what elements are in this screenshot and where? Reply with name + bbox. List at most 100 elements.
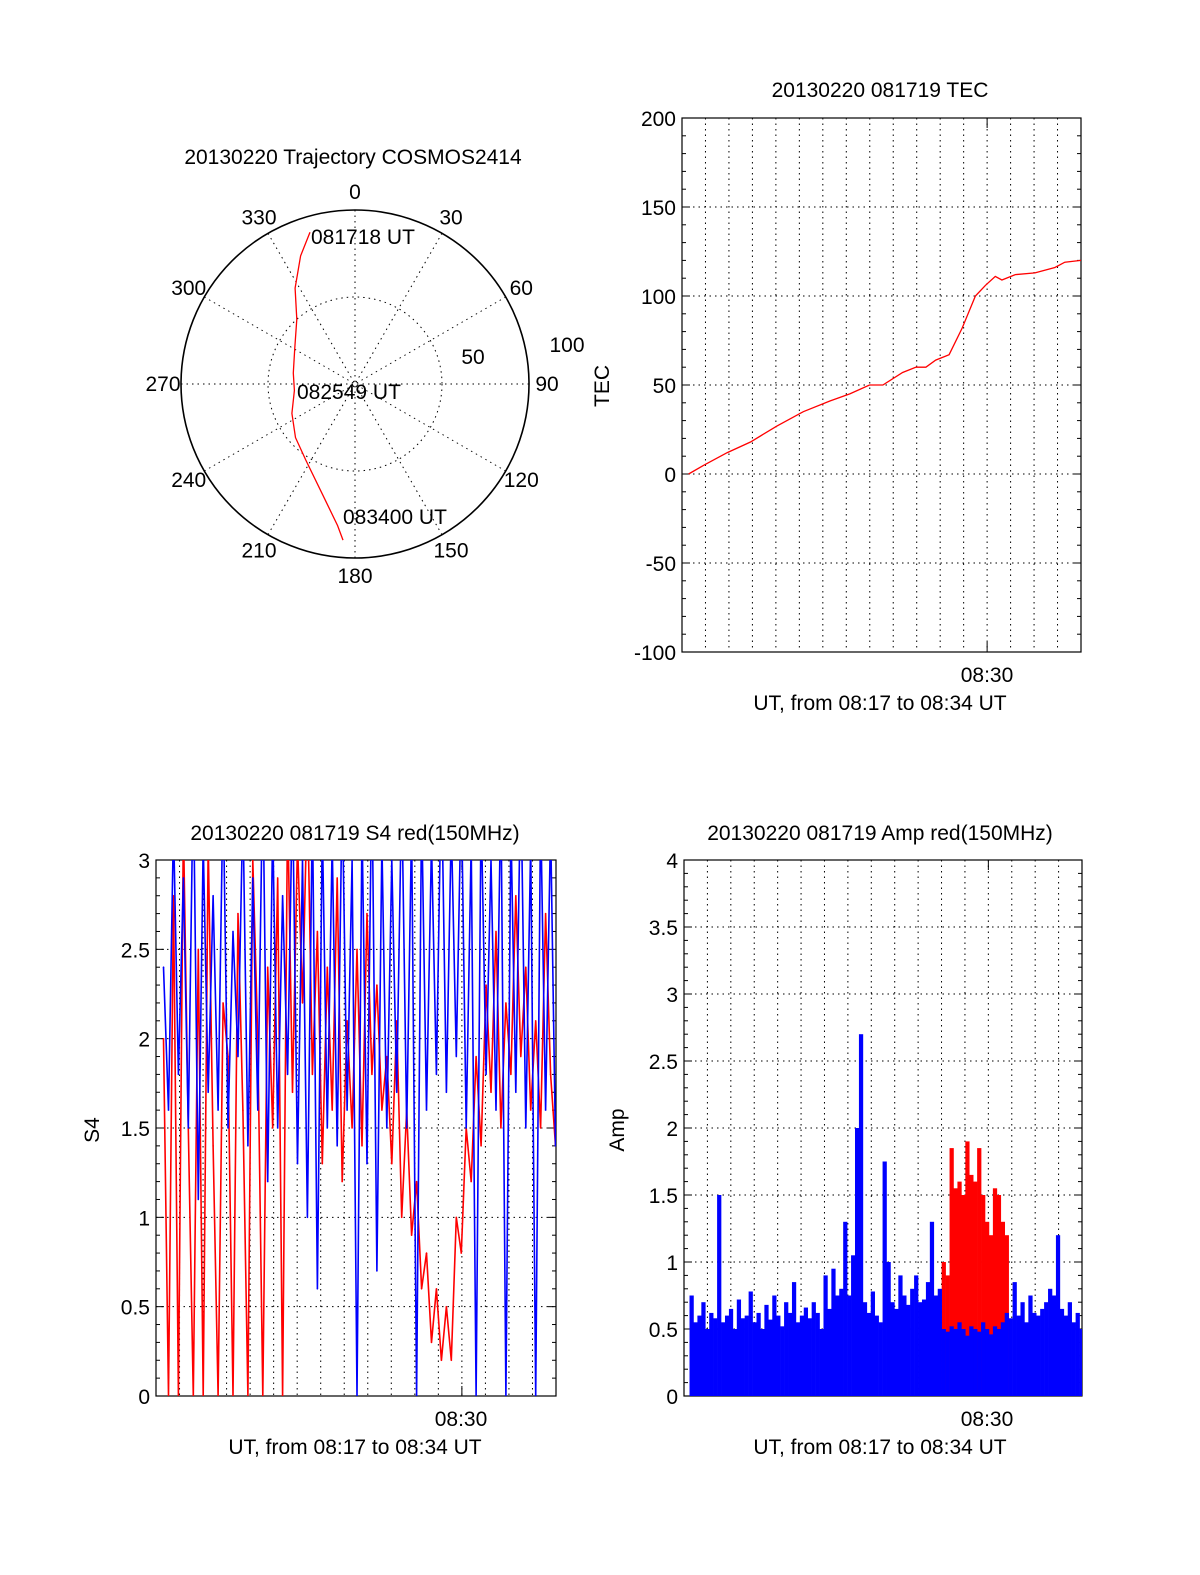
plot-frame bbox=[681, 117, 1082, 653]
amp-bar-blue bbox=[1032, 1312, 1037, 1396]
amp-bar-blue bbox=[764, 1304, 769, 1396]
radial-label-50: 50 bbox=[461, 346, 484, 369]
data-point-blue bbox=[326, 1127, 329, 1129]
amp-bar-blue bbox=[1048, 1288, 1053, 1396]
data-point-red bbox=[425, 1252, 428, 1254]
y-tick-label: 2.5 bbox=[649, 1051, 678, 1074]
amp-ylabel: Amp bbox=[606, 1108, 629, 1151]
data-point-red bbox=[519, 1055, 522, 1058]
y-tick-label: 2 bbox=[666, 1118, 678, 1141]
s4-xtick-label: 08:30 bbox=[435, 1408, 488, 1431]
amp-bar-blue bbox=[1051, 1295, 1057, 1396]
amp-bar-blue bbox=[717, 1195, 722, 1396]
data-point-blue bbox=[316, 1288, 319, 1290]
data-point-red bbox=[222, 1002, 224, 1004]
s4-plot: 20130220 081719 S4 red(150MHz) UT, from … bbox=[81, 770, 557, 1459]
data-point-blue bbox=[376, 1270, 378, 1272]
data-point-blue bbox=[495, 1109, 497, 1111]
amp-title: 20130220 081719 Amp red(150MHz) bbox=[707, 822, 1053, 845]
amp-bar-blue bbox=[851, 1255, 856, 1396]
amp-bar-blue bbox=[1028, 1295, 1033, 1396]
data-point-red bbox=[524, 966, 527, 968]
amp-bar-blue bbox=[803, 1307, 809, 1396]
amp-bar-blue bbox=[918, 1302, 923, 1396]
data-point-blue bbox=[544, 1109, 547, 1111]
data-point-red bbox=[400, 1216, 403, 1219]
data-point-blue bbox=[356, 1395, 358, 1396]
amp-bar-blue bbox=[977, 1331, 982, 1396]
amp-bar-blue bbox=[795, 1322, 801, 1396]
amp-bar-blue bbox=[902, 1295, 907, 1396]
data-point-blue bbox=[281, 894, 284, 897]
y-tick-label: 4 bbox=[666, 850, 678, 873]
amp-bar-blue bbox=[910, 1288, 915, 1396]
y-tick-label: 0 bbox=[666, 1386, 678, 1409]
amp-bar-red bbox=[957, 1181, 962, 1396]
s4-title: 20130220 081719 S4 red(150MHz) bbox=[190, 822, 519, 845]
amp-bar-blue bbox=[1016, 1315, 1021, 1396]
amp-bar-blue bbox=[847, 1295, 852, 1396]
data-point-red bbox=[291, 1091, 294, 1094]
amp-xtick-label: 08:30 bbox=[961, 1408, 1014, 1431]
amp-bar-red bbox=[992, 1188, 998, 1396]
amp-bar-blue bbox=[1040, 1308, 1045, 1396]
data-point-blue bbox=[227, 1127, 229, 1129]
time-label-start: 081718 UT bbox=[311, 226, 415, 249]
amp-bar-blue bbox=[788, 1312, 793, 1396]
y-tick-label: 2.5 bbox=[121, 939, 150, 962]
data-point-red bbox=[281, 1395, 284, 1396]
data-point-red bbox=[321, 1162, 324, 1165]
polar-angle-label: 240 bbox=[171, 469, 206, 492]
data-point-red bbox=[346, 1020, 348, 1022]
amp-bar-red bbox=[965, 1141, 970, 1396]
s4-xlabel: UT, from 08:17 to 08:34 UT bbox=[228, 1436, 481, 1459]
polar-angle-label: 270 bbox=[145, 373, 180, 396]
data-point-blue bbox=[217, 1109, 219, 1111]
y-tick-label: 50 bbox=[653, 375, 676, 398]
data-point-blue bbox=[262, 770, 264, 772]
data-point-red bbox=[539, 1127, 542, 1129]
polar-angle-label: 210 bbox=[241, 539, 276, 562]
y-tick-label: 1.5 bbox=[649, 1185, 678, 1208]
amp-bar-blue bbox=[996, 1329, 1002, 1396]
amp-bar-blue bbox=[894, 1308, 899, 1396]
data-point-blue bbox=[193, 770, 195, 772]
amp-bar-blue bbox=[898, 1275, 903, 1396]
data-point-blue bbox=[435, 1073, 438, 1076]
data-point-red bbox=[529, 1109, 532, 1111]
amp-bar-blue bbox=[890, 1302, 895, 1396]
amp-bar-red bbox=[961, 1195, 966, 1396]
data-point-red bbox=[266, 966, 269, 968]
data-point-red bbox=[276, 877, 279, 879]
data-point-red bbox=[410, 1234, 413, 1236]
data-point-red bbox=[247, 1395, 249, 1396]
amp-bar-blue bbox=[882, 1161, 887, 1396]
data-point-red bbox=[217, 1395, 219, 1396]
amp-bar-blue bbox=[791, 1282, 797, 1396]
data-point-red bbox=[460, 1252, 463, 1254]
y-tick-label: -100 bbox=[634, 642, 676, 665]
trajectory-polar-plot: 20130220 Trajectory COSMOS2414 0 30 60 90 12… bbox=[145, 146, 584, 588]
data-point-red bbox=[232, 1395, 234, 1396]
data-point-blue bbox=[182, 877, 185, 879]
data-point-red bbox=[435, 1288, 438, 1290]
data-point-red bbox=[336, 877, 339, 879]
data-point-red bbox=[162, 1037, 165, 1040]
data-point-blue bbox=[301, 860, 304, 861]
data-point-blue bbox=[460, 788, 462, 790]
amp-bar-red bbox=[1000, 1221, 1006, 1396]
data-point-red bbox=[287, 806, 289, 808]
y-tick-label: 1 bbox=[666, 1252, 678, 1275]
data-point-red bbox=[197, 948, 200, 951]
data-point-blue bbox=[441, 770, 443, 772]
y-tick-label: 0 bbox=[138, 1386, 150, 1409]
series-line-blue bbox=[162, 860, 556, 1396]
amp-bar-red bbox=[977, 1148, 982, 1396]
amp-bar-blue bbox=[973, 1329, 978, 1396]
data-point-red bbox=[534, 1020, 537, 1022]
data-point-blue bbox=[540, 806, 542, 808]
data-point-blue bbox=[371, 770, 373, 772]
amp-bar-blue bbox=[929, 1221, 935, 1396]
amp-bar-blue bbox=[985, 1329, 990, 1396]
